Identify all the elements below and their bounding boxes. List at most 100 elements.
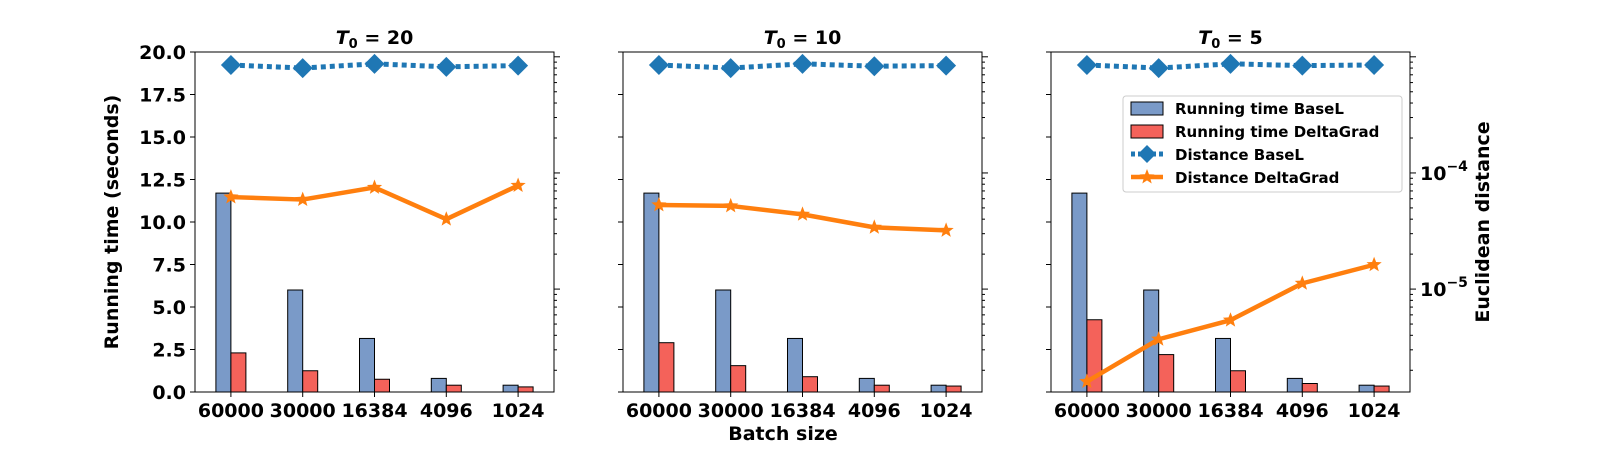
bar-deltagrad [1301, 383, 1318, 393]
xtick-label: 30000 [270, 400, 336, 422]
point-distance-deltagrad [1366, 256, 1382, 272]
bar-deltagrad [1373, 385, 1390, 393]
panel-title: T0 = 10 [764, 27, 842, 52]
bar-basel [1215, 337, 1231, 393]
bar-basel [787, 337, 803, 393]
bar-basel [359, 337, 375, 393]
bar-deltagrad [730, 365, 747, 393]
bar-deltagrad [1158, 354, 1175, 393]
ytick-label: 7.5 [152, 255, 186, 277]
bar-basel [858, 377, 875, 393]
point-distance-basel [1076, 55, 1097, 76]
xtick-label: 60000 [626, 400, 692, 422]
legend: Running time BaseL Running time DeltaGrad… [1122, 95, 1403, 193]
legend-swatch-bar [1130, 101, 1164, 116]
bar-basel [715, 289, 732, 393]
xtick-label: 1024 [492, 400, 545, 422]
xtick-label: 4096 [848, 400, 901, 422]
point-distance-deltagrad [1294, 275, 1310, 290]
chart-panel-3: 10−4 10−5 60000 30000 16384 4096 1024 T0 = 5 [1046, 27, 1468, 422]
line-distance-basel [1086, 61, 1375, 71]
bar-deltagrad [658, 342, 675, 393]
bar-deltagrad [802, 376, 818, 393]
legend-frame [1122, 95, 1403, 193]
point-distance-deltagrad [1079, 373, 1095, 388]
point-distance-basel [1292, 55, 1313, 76]
point-distance-deltagrad [1222, 312, 1239, 327]
xtick-label: 1024 [1348, 400, 1401, 422]
point-distance-basel [792, 53, 813, 74]
bar-deltagrad [230, 352, 247, 393]
point-distance-deltagrad [651, 197, 667, 212]
point-distance-deltagrad [366, 179, 383, 194]
bar-basel [215, 192, 232, 393]
point-distance-deltagrad [794, 206, 811, 221]
bar-deltagrad [302, 370, 319, 393]
point-distance-basel [364, 53, 385, 74]
point-distance-deltagrad [438, 211, 454, 226]
point-distance-basel [508, 55, 529, 76]
bar-basel [1358, 384, 1375, 393]
ytick-label: 10.0 [139, 212, 186, 234]
panels: 0.0 2.5 5.0 7.5 10.0 12.5 15.0 17.5 20.0 60000 300… [139, 27, 1468, 422]
legend-label: Distance DeltaGrad [1175, 169, 1339, 187]
legend-label: Running time DeltaGrad [1175, 123, 1379, 141]
ytick-label: 0.0 [152, 382, 186, 404]
legend-label: Running time BaseL [1175, 100, 1344, 118]
bar-basel [1286, 377, 1303, 393]
bar-deltagrad [517, 386, 534, 393]
xtick-label: 30000 [698, 400, 764, 422]
point-distance-basel [720, 58, 741, 79]
xtick-label: 16384 [341, 400, 407, 422]
legend-swatch-star [1139, 169, 1155, 184]
chart-panel-2: 60000 30000 16384 4096 1024 T0 = 10 [618, 27, 988, 422]
legend-swatch-bar [1130, 124, 1164, 139]
left-ylabel: Running time (seconds) [101, 95, 123, 350]
xtick-label: 30000 [1126, 400, 1192, 422]
point-distance-basel [864, 56, 885, 77]
point-distance-basel [1364, 55, 1385, 76]
panel-title: T0 = 5 [1198, 27, 1262, 52]
y2tick-label: 10−5 [1420, 275, 1468, 301]
point-distance-basel [1148, 58, 1169, 79]
bar-basel [930, 384, 947, 393]
bar-basel [430, 377, 447, 393]
ytick-label: 12.5 [139, 170, 186, 192]
point-distance-basel [936, 55, 957, 76]
point-distance-deltagrad [295, 191, 311, 206]
point-distance-deltagrad [938, 222, 954, 237]
point-distance-deltagrad [1151, 331, 1167, 346]
bar-deltagrad [1230, 370, 1246, 393]
ytick-label: 5.0 [152, 297, 186, 319]
bar-deltagrad [873, 384, 890, 393]
line-distance-basel [230, 61, 519, 71]
xtick-label: 1024 [920, 400, 973, 422]
point-distance-deltagrad [510, 177, 526, 192]
point-distance-deltagrad [723, 197, 739, 213]
y2tick-label: 10−4 [1420, 159, 1468, 185]
xtick-label: 4096 [1276, 400, 1329, 422]
xtick-label: 60000 [1054, 400, 1120, 422]
bar-deltagrad [445, 384, 462, 393]
bar-basel [643, 192, 660, 393]
line-distance-basel [658, 61, 947, 71]
bar-basel [1071, 192, 1088, 393]
point-distance-basel [436, 56, 457, 77]
xtick-label: 16384 [1197, 400, 1263, 422]
xtick-label: 16384 [769, 400, 835, 422]
legend-swatch-diamond [1138, 145, 1156, 163]
panel-title: T0 = 20 [336, 27, 414, 52]
bar-deltagrad [374, 378, 390, 393]
ytick-label: 2.5 [152, 340, 186, 362]
xtick-label: 4096 [420, 400, 473, 422]
bar-basel [287, 289, 304, 393]
point-distance-basel [1220, 53, 1241, 74]
xtick-label: 60000 [198, 400, 264, 422]
ytick-label: 17.5 [139, 85, 186, 107]
point-distance-basel [220, 55, 241, 76]
right-ylabel: Euclidean distance [1472, 121, 1494, 322]
shared-xlabel: Batch size [728, 423, 838, 445]
point-distance-basel [292, 58, 313, 79]
point-distance-deltagrad [866, 219, 882, 234]
